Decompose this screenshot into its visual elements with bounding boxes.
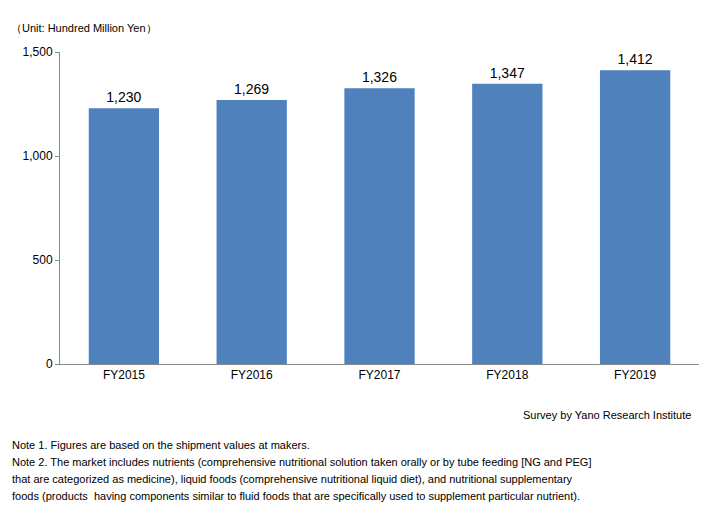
svg-text:Note 1. Figures are based on t: Note 1. Figures are based on the shipmen…: [12, 439, 310, 451]
svg-text:FY2019: FY2019: [614, 368, 656, 382]
svg-text:FY2015: FY2015: [103, 368, 145, 382]
svg-text:1,347: 1,347: [490, 65, 525, 81]
svg-text:1,230: 1,230: [106, 89, 141, 105]
svg-text:1,412: 1,412: [617, 51, 652, 67]
svg-text:500: 500: [33, 253, 53, 267]
svg-text:Note 2. The market includes nu: Note 2. The market includes nutrients (c…: [12, 456, 591, 468]
svg-text:1,269: 1,269: [234, 81, 269, 97]
svg-text:1,326: 1,326: [362, 69, 397, 85]
svg-text:foods (products having compon: foods (products having components simila…: [12, 490, 580, 502]
svg-text:that are categorized as medici: that are categorized as medicine), liqui…: [12, 473, 573, 485]
svg-text:1,000: 1,000: [23, 149, 53, 163]
svg-text:（Unit: Hundred Million Yen）: （Unit: Hundred Million Yen）: [11, 22, 157, 34]
svg-text:FY2018: FY2018: [486, 368, 528, 382]
svg-text:0: 0: [46, 357, 53, 371]
svg-text:FY2016: FY2016: [231, 368, 273, 382]
svg-text:Survey by Yano Research Instit: Survey by Yano Research Institute: [523, 409, 691, 421]
svg-text:1,500: 1,500: [23, 45, 53, 59]
svg-text:FY2017: FY2017: [358, 368, 400, 382]
